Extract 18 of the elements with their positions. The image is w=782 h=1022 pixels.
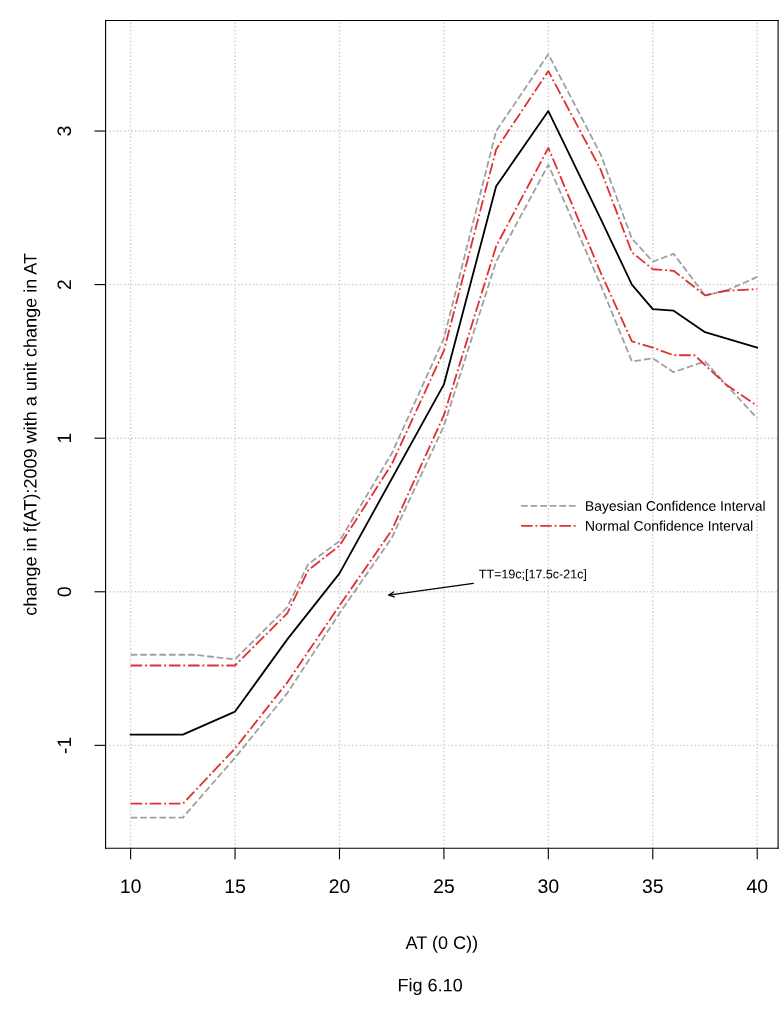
annotation: TT=19c;[17.5c-21c] <box>479 569 586 581</box>
y-tick-label: 0 <box>57 587 72 597</box>
legend-label: Normal Confidence Interval <box>586 520 753 531</box>
y-tick-label: 1 <box>57 433 71 443</box>
x-tick-label: 20 <box>329 879 350 894</box>
legend-label: Bayesian Confidence Interval <box>586 500 765 514</box>
x-axis-title: AT (0 C)) <box>405 935 477 953</box>
x-tick-label: 40 <box>746 879 768 894</box>
x-tick-label: 30 <box>538 879 559 894</box>
y-tick-label: -1 <box>57 737 71 754</box>
x-tick-label: 25 <box>434 879 454 894</box>
y-tick-label: 3 <box>57 126 72 136</box>
caption: Fig 6.10 <box>398 978 463 996</box>
y-tick-label: 2 <box>57 280 71 290</box>
x-tick-label: 15 <box>225 879 246 894</box>
x-tick-label: 10 <box>121 879 141 894</box>
x-tick-label: 35 <box>642 879 663 894</box>
y-axis-title: change in f(AT):2009 with a unit change in AT <box>23 253 41 615</box>
